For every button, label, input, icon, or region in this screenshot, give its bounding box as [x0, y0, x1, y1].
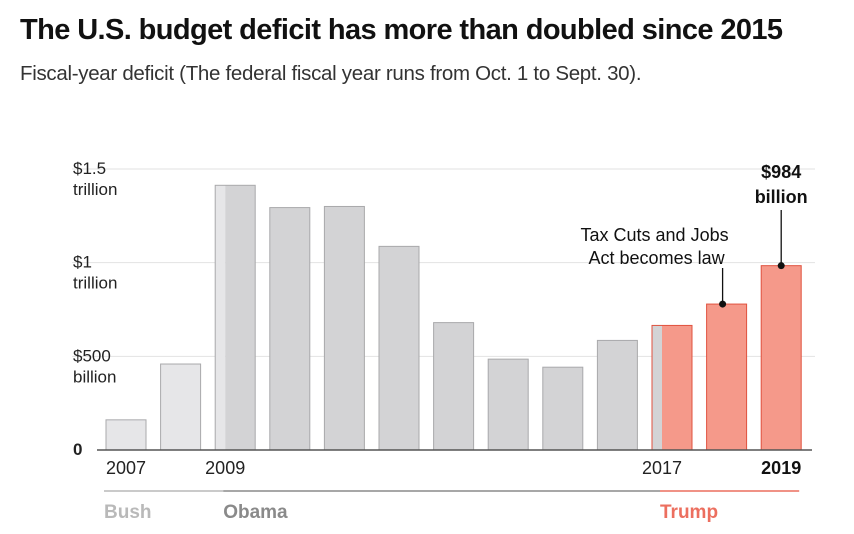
- bar-2013-obama: [433, 322, 474, 450]
- bar-2018-trump: [706, 304, 747, 450]
- bar-2010-obama: [269, 207, 310, 450]
- bar-2009-obama: [225, 185, 256, 450]
- bar-2011-obama: [324, 206, 365, 450]
- bar-2017-obama: [652, 325, 662, 450]
- era-label-bush: Bush: [104, 502, 152, 523]
- bar-2015-obama: [542, 367, 583, 450]
- annotation-text-line2: Act becomes law: [589, 248, 726, 268]
- annotation-value: $984: [761, 162, 801, 182]
- annotation-dot: [777, 262, 785, 270]
- annotation-dot: [719, 300, 727, 308]
- bar-2014-obama: [488, 359, 529, 450]
- x-tick-label: 2007: [106, 458, 146, 478]
- bar-2009-bush: [215, 185, 226, 450]
- x-tick-label: 2009: [205, 458, 245, 478]
- y-tick-label: $1.5 trillion: [73, 159, 117, 199]
- x-tick-label: 2017: [642, 458, 682, 478]
- bar-2017-trump: [662, 325, 692, 450]
- annotation-unit: billion: [755, 187, 808, 207]
- chart-subtitle: Fiscal-year deficit (The federal fiscal …: [20, 62, 642, 85]
- annotation-text-line1: Tax Cuts and Jobs: [581, 225, 729, 245]
- y-tick-label: $1 trillion: [73, 253, 117, 293]
- bar-2008-bush: [160, 364, 201, 450]
- y-tick-label: 0: [73, 440, 82, 459]
- era-label-obama: Obama: [223, 502, 288, 523]
- bar-2016-obama: [597, 340, 638, 450]
- y-tick-label: $500 billion: [73, 346, 116, 386]
- chart-title: The U.S. budget deficit has more than do…: [20, 14, 783, 46]
- bar-2019-trump: [761, 265, 802, 450]
- era-label-trump: Trump: [660, 502, 718, 523]
- x-tick-label: 2019: [761, 458, 801, 478]
- bar-2007-bush: [106, 419, 146, 450]
- bar-2012-obama: [379, 246, 419, 450]
